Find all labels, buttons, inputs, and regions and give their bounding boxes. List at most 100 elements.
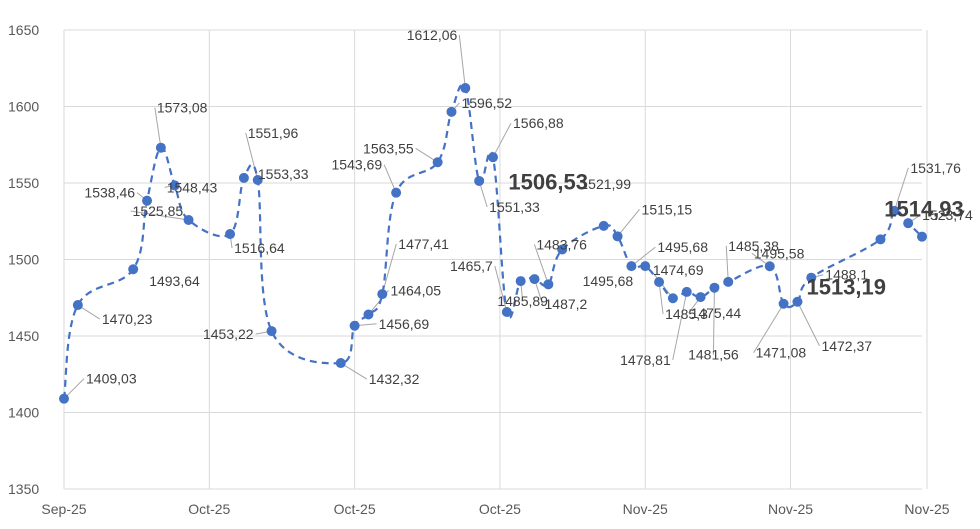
data-label: 1525,85 xyxy=(133,203,184,219)
data-label: 1548,43 xyxy=(167,179,218,195)
data-label: 1523,74 xyxy=(922,207,973,223)
data-label: 1465,7 xyxy=(450,258,493,274)
data-label: 1485,89 xyxy=(497,293,548,309)
data-point xyxy=(529,274,540,285)
y-tick-label: 1550 xyxy=(8,175,39,191)
data-point xyxy=(543,279,554,290)
data-label: 1553,33 xyxy=(258,166,309,182)
leader-line xyxy=(340,362,368,380)
data-label: 1513,19 xyxy=(806,274,886,299)
leader-line xyxy=(458,34,466,89)
data-point xyxy=(446,106,457,117)
data-point xyxy=(377,289,388,300)
data-label: 1483,76 xyxy=(536,236,587,252)
data-label: 1573,08 xyxy=(157,100,208,116)
price-series-line xyxy=(62,83,923,399)
data-label: 1409,03 xyxy=(86,371,137,387)
data-label: 1485,38 xyxy=(728,238,779,254)
y-axis-tick-labels: 1350 1400 1450 1500 1550 1600 1650 xyxy=(8,22,39,497)
leader-line xyxy=(893,167,909,212)
data-point xyxy=(612,231,623,242)
data-label: 1481,56 xyxy=(688,347,739,363)
data-point xyxy=(183,214,194,225)
data-point xyxy=(155,142,166,153)
data-label: 1551,96 xyxy=(248,125,299,141)
data-label: 1453,22 xyxy=(203,326,254,342)
data-label: 1514,93 xyxy=(884,197,964,222)
data-label: 1432,32 xyxy=(369,371,420,387)
data-labels: 1409,03 1470,23 1493,64 1538,46 1573,08 1548,… xyxy=(84,27,973,387)
y-tick-label: 1600 xyxy=(8,99,39,115)
data-label: 1487,2 xyxy=(545,296,588,312)
data-point xyxy=(266,326,277,337)
data-point xyxy=(128,264,139,275)
data-point xyxy=(252,175,263,186)
data-point xyxy=(432,157,443,168)
data-point xyxy=(723,276,734,287)
x-axis-tick-labels: Sep-25 Oct-25 Oct-25 Oct-25 Nov-25 Nov-25 Nov-… xyxy=(41,501,949,517)
x-tick-label: Nov-25 xyxy=(623,501,668,517)
data-point xyxy=(806,272,817,283)
data-point xyxy=(391,187,402,198)
leader-line xyxy=(725,245,729,282)
data-point xyxy=(667,293,678,304)
leader-line xyxy=(631,246,656,267)
data-label: 1515,15 xyxy=(642,201,693,217)
data-point xyxy=(681,286,692,297)
leader-line xyxy=(658,281,664,315)
data-point xyxy=(875,234,886,245)
data-point xyxy=(778,298,789,309)
data-label: 1456,69 xyxy=(379,316,430,332)
data-label: 1506,53 xyxy=(508,170,588,195)
data-label: 1566,88 xyxy=(513,115,564,131)
data-label: 1478,81 xyxy=(620,352,671,368)
data-point xyxy=(169,180,180,191)
data-point xyxy=(598,220,609,231)
data-point xyxy=(72,300,83,311)
data-point xyxy=(654,276,665,287)
x-tick-label: Nov-25 xyxy=(768,501,813,517)
data-label: 1485,3 xyxy=(665,306,708,322)
leader-line xyxy=(492,122,512,158)
data-label: 1563,55 xyxy=(363,140,414,156)
leader-line xyxy=(494,265,508,313)
data-point xyxy=(335,358,346,369)
data-label: 1495,58 xyxy=(754,245,805,261)
data-label: 1543,69 xyxy=(332,157,383,173)
data-label: 1472,37 xyxy=(821,338,872,354)
data-point xyxy=(488,152,498,163)
data-point xyxy=(709,282,720,293)
y-tick-label: 1450 xyxy=(8,328,39,344)
data-label: 1470,23 xyxy=(102,311,153,327)
data-label: 1596,52 xyxy=(461,95,512,111)
x-tick-label: Sep-25 xyxy=(41,501,86,517)
data-point xyxy=(903,218,914,229)
data-point xyxy=(764,261,775,272)
data-point xyxy=(59,393,69,404)
x-tick-label: Nov-25 xyxy=(904,501,949,517)
data-point xyxy=(474,175,485,186)
leader-line xyxy=(753,303,785,354)
data-label: 1516,64 xyxy=(234,240,285,256)
leader-line xyxy=(383,164,397,193)
data-point xyxy=(917,231,927,242)
y-tick-label: 1650 xyxy=(8,22,39,38)
data-point xyxy=(695,292,706,303)
data-label: 1475,44 xyxy=(691,305,742,321)
data-point xyxy=(889,205,900,216)
leader-line xyxy=(672,291,688,361)
leader-line xyxy=(797,301,820,346)
leader-line xyxy=(130,210,189,221)
data-label: 1464,05 xyxy=(390,283,441,299)
data-point xyxy=(515,276,526,287)
gridlines xyxy=(63,29,928,490)
data-label: 1474,69 xyxy=(653,262,704,278)
data-point xyxy=(460,83,471,94)
data-point xyxy=(238,172,249,183)
data-label: 1551,33 xyxy=(489,199,540,215)
data-label-leader-lines xyxy=(63,34,921,400)
data-point xyxy=(363,309,374,320)
leader-line xyxy=(533,244,549,285)
data-label: 1495,68 xyxy=(657,239,708,255)
